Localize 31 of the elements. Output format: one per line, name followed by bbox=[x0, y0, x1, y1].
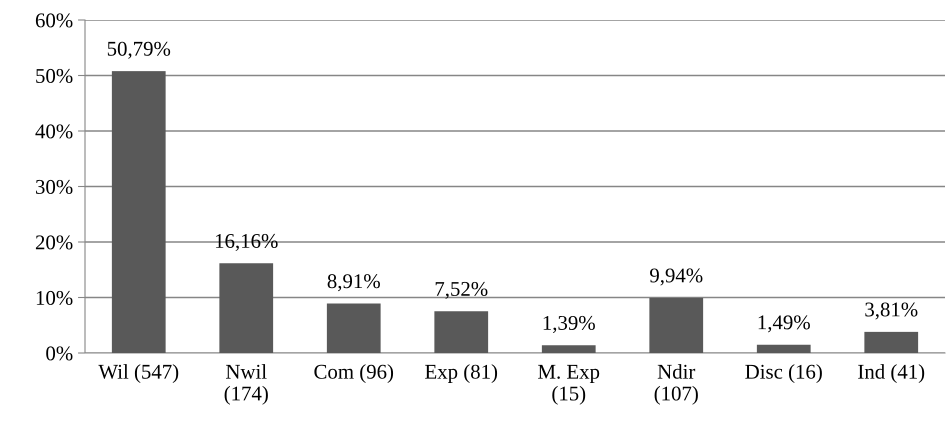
bar bbox=[864, 332, 918, 353]
y-tick-label: 20% bbox=[36, 235, 72, 250]
data-label: 16,16% bbox=[216, 234, 278, 251]
y-tick-label: 0% bbox=[46, 346, 72, 360]
x-tick-label: Nwil (174) bbox=[224, 364, 268, 405]
bar bbox=[649, 298, 704, 353]
data-label: 50,79% bbox=[108, 42, 170, 59]
x-tick-label: M. Exp (15) bbox=[538, 364, 600, 405]
bar bbox=[542, 345, 596, 353]
y-tick-label: 50% bbox=[36, 68, 72, 83]
bar bbox=[326, 304, 381, 353]
x-tick-label: Exp (81) bbox=[425, 364, 498, 384]
x-tick-label: Com (96) bbox=[314, 364, 394, 384]
y-tick-label: 30% bbox=[36, 180, 72, 194]
data-label: 8,91% bbox=[328, 274, 380, 292]
y-tick-label: 40% bbox=[35, 124, 72, 138]
data-label: 1,49% bbox=[758, 315, 810, 332]
bar bbox=[756, 344, 811, 353]
data-label: 7,52% bbox=[436, 282, 488, 299]
x-tick-label: Ind (41) bbox=[858, 364, 924, 384]
bar bbox=[219, 263, 274, 353]
bar bbox=[434, 311, 488, 353]
bar bbox=[112, 71, 166, 353]
data-label: 3,81% bbox=[865, 302, 918, 320]
y-tick-label: 10% bbox=[36, 290, 72, 305]
x-tick-label: Disc (16) bbox=[745, 364, 822, 384]
x-tick-label: Ndir (107) bbox=[654, 364, 698, 405]
data-label: 9,94% bbox=[650, 268, 702, 286]
x-tick-label: Wil (547) bbox=[98, 364, 178, 384]
data-label: 1,39% bbox=[544, 316, 595, 333]
y-tick-label: 60% bbox=[36, 13, 72, 28]
